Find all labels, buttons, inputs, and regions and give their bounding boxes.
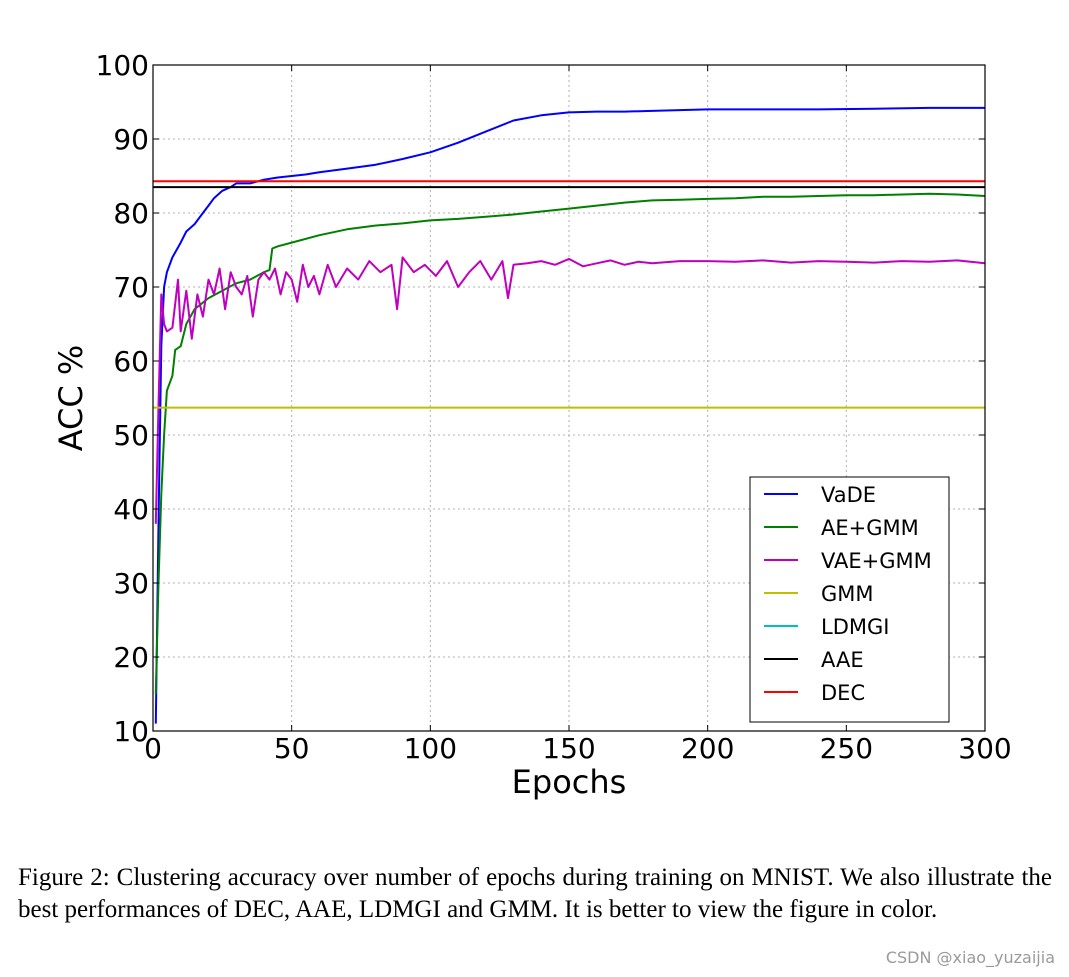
y-tick-label-7: 80 xyxy=(113,197,149,230)
series-line-ae-gmm xyxy=(154,192,986,695)
y-tick-label-8: 90 xyxy=(113,123,149,156)
x-tick-label-1: 50 xyxy=(274,732,310,765)
x-tick-label-6: 300 xyxy=(958,732,1011,765)
y-tick-label-0: 10 xyxy=(113,715,149,748)
y-tick-label-1: 20 xyxy=(113,641,149,674)
x-tick-label-2: 100 xyxy=(404,732,457,765)
figure-caption: Figure 2: Clustering accuracy over numbe… xyxy=(18,864,1052,923)
x-axis-title: Epochs xyxy=(512,763,627,801)
legend-label-ldmgi: LDMGI xyxy=(821,615,889,639)
series-line-vae-gmm xyxy=(154,256,986,524)
accuracy-line-chart: 0 50 100 150 200 250 300102030405060708090100 … xyxy=(52,49,1012,801)
y-tick-label-9: 100 xyxy=(96,49,149,82)
series-line-vade xyxy=(154,106,985,724)
chart-legend: VaDE AE+GMM VAE+GMM GMM LDMGI AAE DEC xyxy=(749,476,950,723)
legend-label-vade: VaDE xyxy=(821,483,876,507)
y-tick-label-4: 50 xyxy=(113,419,149,452)
legend-box xyxy=(749,476,950,723)
watermark-text: CSDN @xiao_yuzaijia xyxy=(885,948,1055,967)
chart-series xyxy=(153,106,986,724)
y-tick-label-3: 40 xyxy=(113,493,149,526)
x-tick-label-3: 150 xyxy=(542,732,595,765)
x-tick-label-0: 0 xyxy=(144,732,162,765)
legend-label-gmm: GMM xyxy=(821,582,874,606)
x-tick-label-4: 200 xyxy=(681,732,734,765)
legend-label-vae-gmm: VAE+GMM xyxy=(821,549,932,573)
y-axis-title: ACC % xyxy=(52,345,90,452)
legend-label-ae-gmm: AE+GMM xyxy=(821,516,919,540)
legend-label-aae: AAE xyxy=(821,648,864,672)
legend-label-dec: DEC xyxy=(821,681,865,705)
x-tick-label-5: 250 xyxy=(820,732,873,765)
y-tick-label-6: 70 xyxy=(113,271,149,304)
y-tick-label-5: 60 xyxy=(113,345,149,378)
y-tick-label-2: 30 xyxy=(113,567,149,600)
axis-ticks: 0 50 100 150 200 250 300 10 20 30 40 50 60 70 80 90 100 xyxy=(96,49,1012,765)
